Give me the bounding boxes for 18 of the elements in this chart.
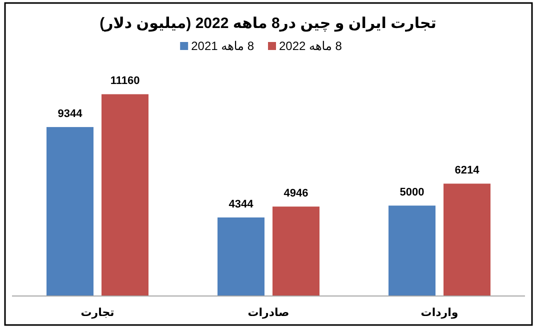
bar: [272, 206, 320, 296]
data-label: 4946: [284, 188, 308, 200]
bar: [46, 127, 94, 296]
bar: [102, 94, 148, 296]
bar: [444, 184, 490, 296]
x-tick-label: تجارت: [80, 307, 114, 319]
data-label: 6214: [454, 164, 480, 177]
bar: [388, 206, 436, 296]
x-tick-label: صادرات: [248, 307, 290, 319]
bar: [218, 217, 264, 296]
data-label: 11160: [110, 75, 140, 88]
data-label: 5000: [400, 186, 424, 199]
legend-label: 8 ماهه 2021: [191, 39, 254, 53]
data-label: 4344: [228, 198, 254, 210]
chart-title: تجارت ایران و چین در8 ماهه 2022 (میلیون دلار): [100, 15, 436, 32]
x-tick-label: واردات: [420, 307, 458, 319]
legend-label: 8 ماهه 2022: [279, 39, 342, 53]
data-label: 9344: [58, 108, 84, 120]
